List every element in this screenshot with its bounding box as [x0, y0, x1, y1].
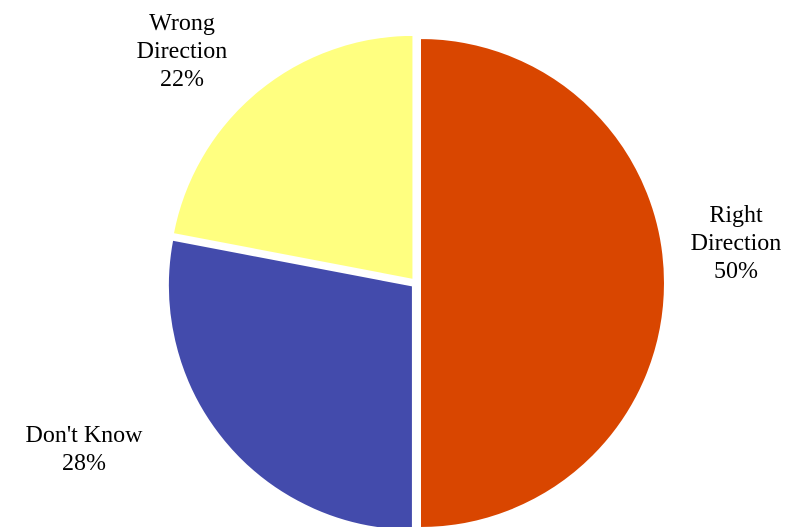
pie-label-0: Right Direction 50% — [691, 202, 782, 284]
pie-slice-0 — [419, 36, 666, 527]
pie-label-2-line-1: Direction — [137, 38, 228, 64]
pie-label-0-line-1: Direction — [691, 230, 782, 256]
pie-label-2: Wrong Direction 22% — [137, 10, 228, 92]
pie-label-2-line-0: Wrong — [149, 10, 215, 36]
pie-label-0-percent: 50% — [714, 258, 758, 284]
pie-slice-2 — [171, 33, 415, 282]
pie-label-2-percent: 22% — [160, 66, 204, 92]
pie-label-1-line-0: Don't Know — [26, 422, 144, 448]
pie-slices — [166, 33, 666, 527]
pie-label-0-line-0: Right — [709, 202, 763, 228]
pie-label-1-percent: 28% — [62, 450, 106, 476]
pie-label-1: Don't Know 28% — [26, 422, 144, 476]
pie-slice-1 — [166, 238, 414, 527]
pie-labels: Right Direction 50%Don't Know 28%Wrong Direc… — [26, 10, 782, 476]
